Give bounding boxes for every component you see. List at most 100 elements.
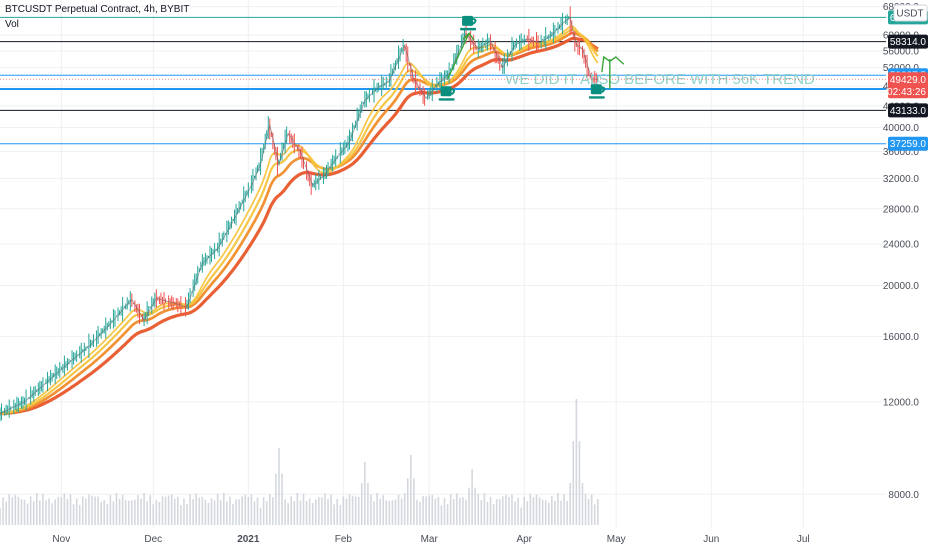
volume-bar: [425, 496, 427, 525]
level-label-box: [888, 34, 928, 49]
volume-bar: [360, 483, 363, 525]
volume-bar: [216, 493, 219, 525]
volume-bar: [547, 502, 550, 525]
volume-bar: [106, 503, 109, 525]
symbol-title[interactable]: BTCUSDT Perpetual Contract, 4h, BYBIT: [5, 4, 190, 15]
time-tick-label: Mar: [421, 534, 439, 545]
volume-bar: [45, 500, 47, 525]
volume-bar: [581, 483, 584, 525]
price-series: [0, 6, 599, 422]
volume-bar: [109, 495, 112, 525]
volume-bar: [167, 495, 170, 525]
volume-bar: [357, 496, 360, 525]
volume-bar: [379, 498, 381, 525]
volume-bar: [419, 501, 421, 525]
up-arrow: [601, 55, 625, 90]
volume-bar: [213, 500, 216, 525]
volume-bar: [207, 503, 210, 525]
volume-bar: [222, 493, 225, 525]
time-tick-label: Jun: [703, 534, 719, 545]
volume-bar: [293, 501, 296, 525]
currency-text: USDT: [896, 9, 923, 20]
volume-bar: [376, 492, 378, 525]
volume-bars: [0, 399, 599, 525]
volume-bar: [397, 494, 400, 525]
volume-bar: [560, 500, 562, 525]
coffee-cup-icon: [588, 84, 606, 99]
volume-bar: [348, 494, 351, 525]
grid: [0, 0, 886, 528]
volume-bar: [416, 499, 418, 525]
volume-bar: [318, 496, 320, 525]
volume-bar: [241, 496, 243, 525]
volume-bar: [517, 497, 519, 525]
cup-body: [462, 15, 474, 26]
volume-bar: [505, 494, 507, 525]
volume-bar: [551, 496, 553, 525]
volume-bar: [406, 478, 409, 525]
cup-handle: [450, 88, 456, 95]
volume-bar: [17, 496, 20, 525]
volume-indicator-label[interactable]: Vol: [5, 19, 19, 30]
volume-bar: [480, 500, 483, 525]
volume-bar: [238, 499, 240, 525]
volume-bar: [296, 493, 299, 525]
cup-body: [590, 84, 602, 95]
volume-bar: [330, 494, 332, 525]
volume-bar: [20, 499, 23, 525]
volume-bar: [81, 496, 84, 525]
time-axis[interactable]: Nov Dec 2021 Feb Mar Apr May Jun Jul: [52, 534, 809, 545]
volume-bar: [523, 496, 526, 525]
time-tick-label: 2021: [237, 534, 260, 545]
volume-bar: [354, 496, 357, 525]
volume-bar: [443, 498, 446, 525]
volume-bar: [468, 487, 470, 525]
volume-bar: [557, 492, 559, 525]
volume-bar: [284, 499, 286, 525]
volume-bar: [91, 495, 93, 525]
volume-bar: [48, 498, 50, 525]
price-tick-label: 36000.0: [883, 147, 920, 158]
currency-label[interactable]: USDT: [893, 4, 928, 22]
price-axis[interactable]: 8000.0 12000.0 16000.0 20000.0 24000.0 28000.…: [0, 2, 928, 501]
volume-bar: [88, 494, 90, 525]
current-price-label: 49429.0: [890, 75, 927, 86]
volume-bar: [134, 499, 136, 525]
volume-bar: [385, 500, 388, 525]
volume-bar: [262, 497, 265, 525]
volume-bar: [189, 494, 191, 525]
volume-bar: [593, 504, 596, 525]
volume-bar: [489, 496, 492, 525]
volume-bar: [112, 501, 115, 525]
price-tick-label: 40000.0: [883, 123, 920, 134]
volume-bar: [422, 496, 424, 525]
volume-bar: [403, 493, 406, 525]
volume-bar: [486, 501, 489, 525]
volume-bar: [287, 503, 289, 525]
volume-bar: [127, 500, 130, 525]
volume-bar: [2, 497, 4, 525]
volume-bar: [327, 498, 329, 525]
volume-bar: [201, 497, 204, 525]
volume-bar: [508, 496, 510, 525]
time-tick-label: Feb: [335, 534, 353, 545]
volume-bar: [97, 496, 99, 525]
level-label-box: [888, 136, 928, 151]
volume-bar: [118, 498, 121, 525]
volume-bar: [459, 497, 461, 525]
volume-bar: [281, 473, 283, 525]
volume-bar: [247, 497, 250, 525]
volume-bar: [566, 501, 568, 525]
volume-bar: [302, 493, 305, 525]
volume-bar: [158, 501, 161, 525]
volume-bar: [495, 499, 498, 525]
volume-bar: [244, 494, 247, 525]
volume-bar: [42, 493, 44, 525]
volume-bar: [440, 505, 443, 525]
volume-bar: [121, 495, 124, 525]
volume-bar: [431, 494, 434, 525]
volume-bar: [124, 499, 127, 525]
volume-bar: [85, 498, 87, 525]
